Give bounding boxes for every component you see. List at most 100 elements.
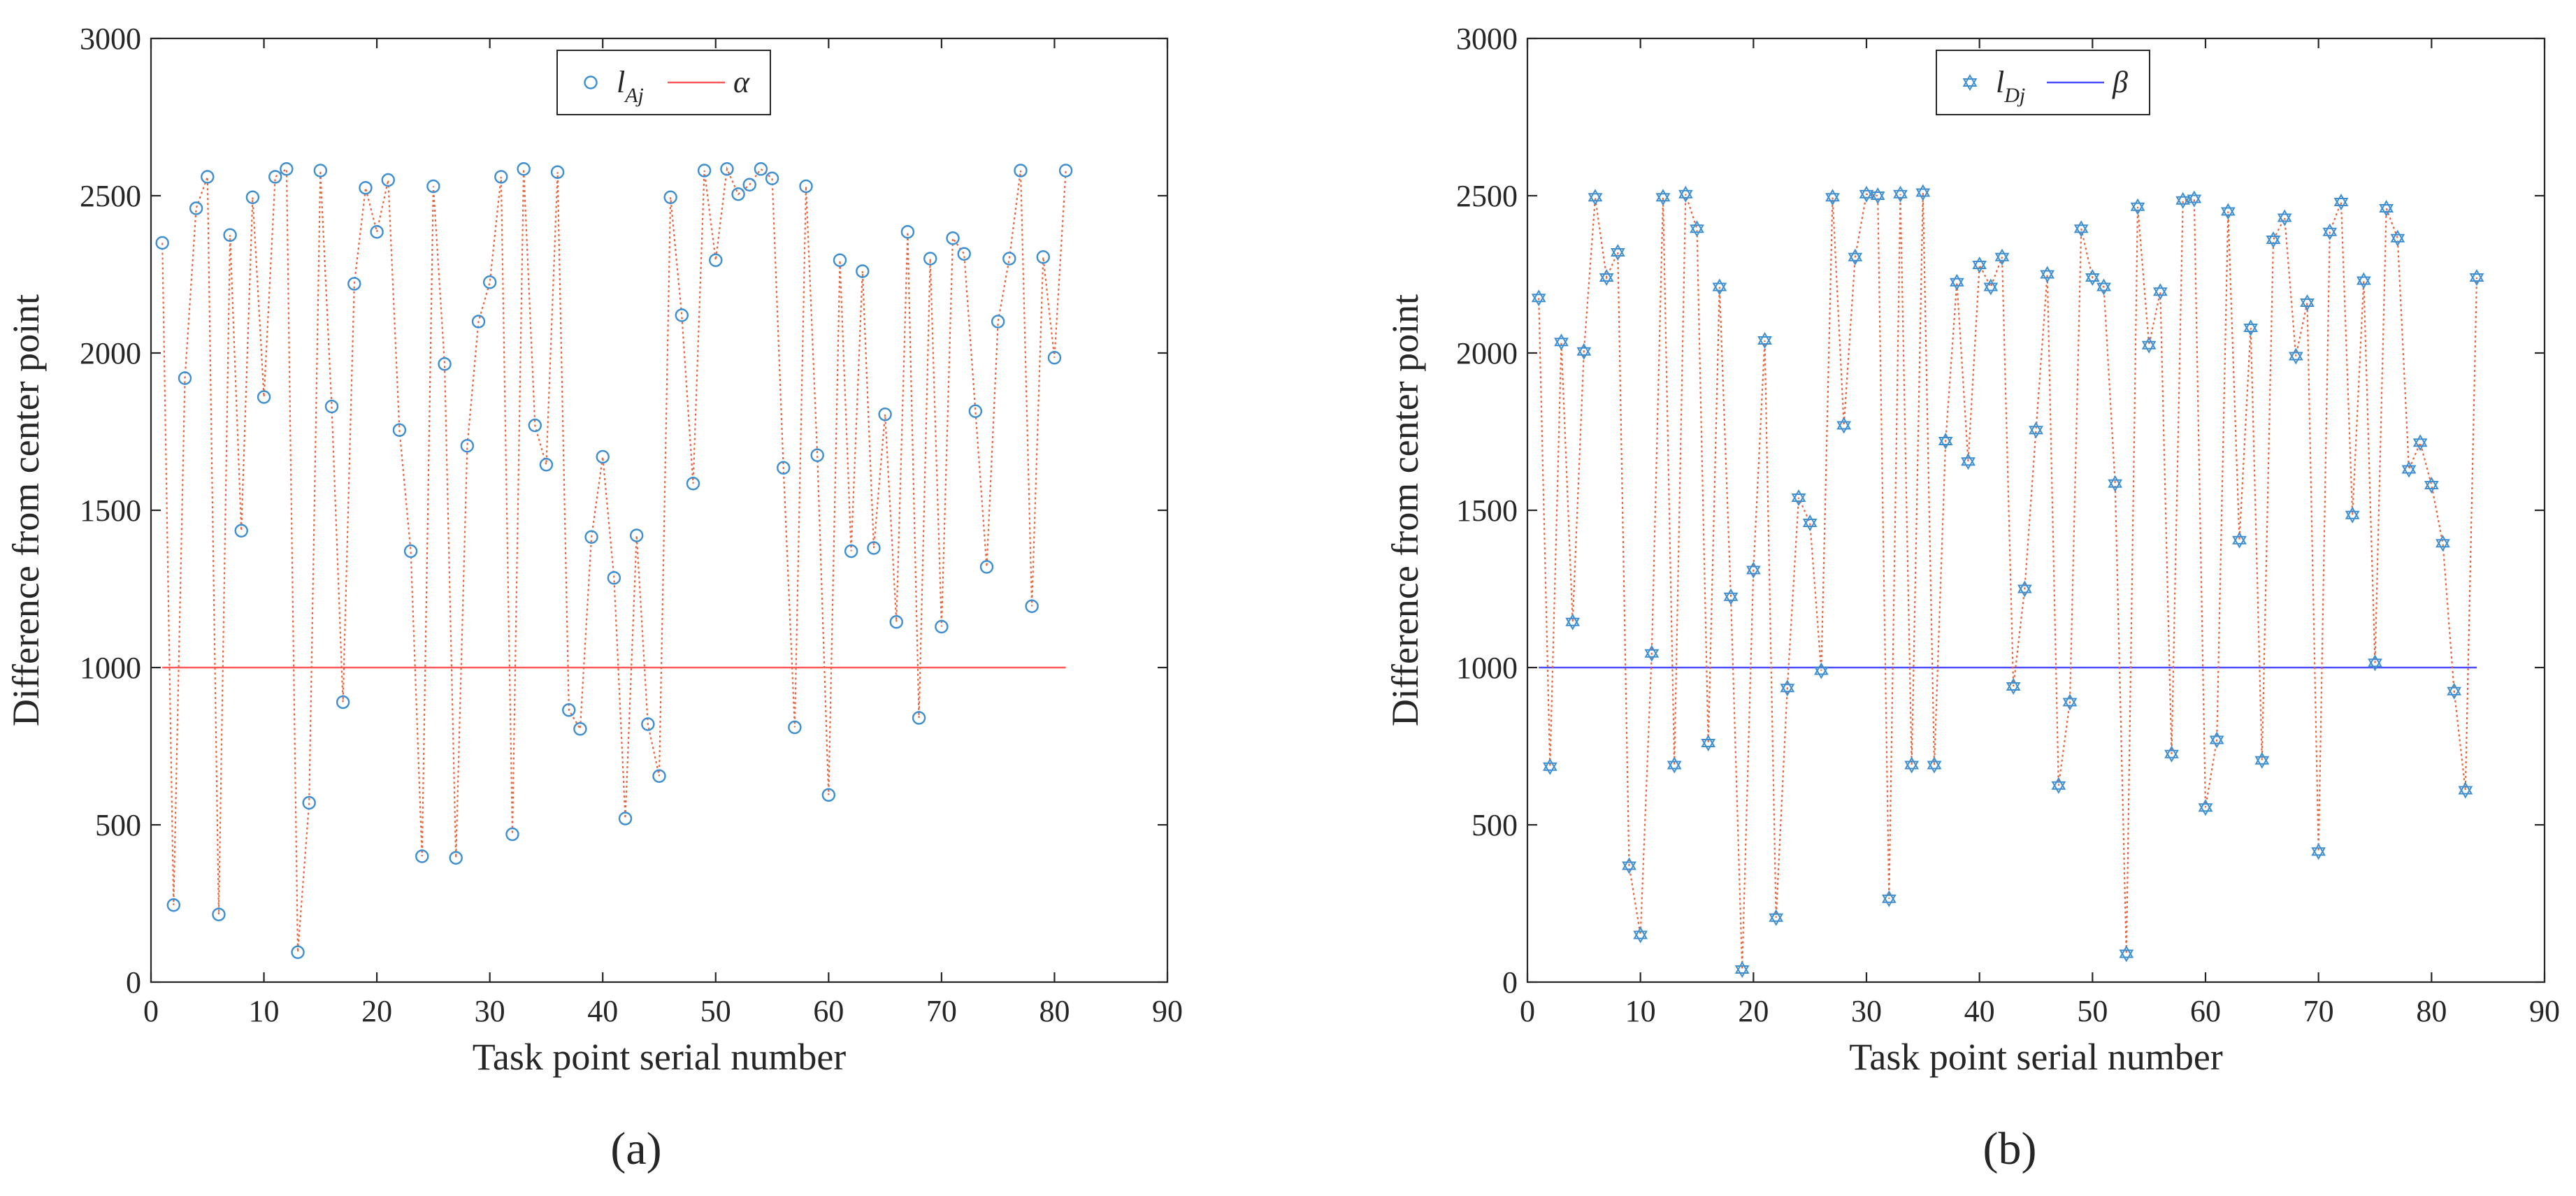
- x-tick-label: 80: [1039, 994, 1070, 1028]
- data-point: [2006, 677, 2021, 696]
- data-point-star-part: [2390, 233, 2405, 247]
- data-point: [1825, 189, 1840, 206]
- data-point-star-part: [2175, 192, 2191, 205]
- data-point-star-part: [2345, 510, 2360, 524]
- data-point-star-part: [1667, 761, 1682, 774]
- data-point: [2108, 475, 2123, 492]
- data-point-star-part: [2356, 276, 2371, 289]
- data-point: [2412, 434, 2428, 452]
- data-point-star-part: [1893, 189, 1908, 203]
- data-point-star-part: [2435, 535, 2450, 548]
- data-point: [1723, 588, 1739, 605]
- x-tick-label: 90: [2529, 994, 2560, 1028]
- data-point-star-part: [2085, 268, 2100, 282]
- data-point: [2435, 535, 2450, 552]
- data-point: [550, 165, 565, 179]
- data-point: [573, 722, 587, 736]
- data-point-star-part: [2412, 434, 2428, 447]
- data-point-star-part: [1576, 343, 1592, 356]
- data-point-star-part: [1961, 453, 1976, 466]
- axes-frame: [1526, 37, 2546, 984]
- data-point-star-part: [2130, 198, 2145, 211]
- data-point: [1757, 332, 1772, 349]
- data-point: [1994, 248, 2010, 266]
- x-tick-label: 50: [700, 994, 731, 1028]
- data-point-star-part: [2006, 677, 2021, 691]
- data-point-star-part: [1983, 278, 1999, 291]
- data-point-star-part: [1927, 761, 1942, 774]
- data-point-star-part: [2424, 476, 2439, 489]
- data-point-star-part: [2085, 273, 2100, 287]
- x-tick-label: 10: [1625, 994, 1656, 1028]
- data-point-star-part: [1791, 489, 1806, 502]
- data-point-star-part: [2232, 535, 2247, 549]
- data-point: [234, 524, 248, 538]
- data-point-star-part: [1949, 278, 1964, 291]
- data-point: [2469, 269, 2484, 286]
- data-point: [856, 264, 870, 278]
- data-point: [968, 404, 983, 418]
- data-point: [833, 253, 847, 267]
- data-point: [268, 170, 282, 184]
- data-point: [912, 711, 926, 725]
- data-point-star-part: [2017, 584, 2032, 598]
- data-point-star-part: [2401, 461, 2417, 474]
- data-point-star-part: [1644, 649, 1660, 662]
- x-axis-label: Task point serial number: [473, 1036, 847, 1078]
- data-point: [336, 695, 350, 709]
- data-point: [2198, 799, 2213, 816]
- x-tick-label: 70: [926, 994, 957, 1028]
- data-point-star-part: [1848, 248, 1863, 261]
- data-point: [1531, 289, 1546, 307]
- data-point: [584, 530, 598, 544]
- data-point: [2040, 266, 2055, 283]
- data-point-star-part: [2220, 203, 2236, 216]
- data-point-star-part: [1983, 282, 1999, 296]
- data-point-star-part: [1644, 644, 1660, 658]
- data-point: [1655, 189, 1671, 206]
- data-point: [867, 541, 881, 555]
- legend-label-subscript: Dj: [2003, 84, 2025, 107]
- data-point-star-part: [2390, 229, 2405, 243]
- data-point-star-part: [2164, 749, 2179, 763]
- x-tick-label: 0: [143, 994, 159, 1028]
- data-point: [257, 390, 271, 404]
- data-point-star-part: [2062, 693, 2078, 707]
- data-point-star-part: [1622, 861, 1636, 874]
- data-point-star-part: [1655, 193, 1671, 206]
- data-point: [1983, 278, 1999, 296]
- data-point: [1972, 256, 1987, 274]
- data-point: [2368, 654, 2382, 672]
- data-point: [1813, 662, 1829, 679]
- x-tick-label: 40: [587, 994, 618, 1028]
- data-point-star-part: [1881, 894, 1897, 907]
- y-tick-label: 2500: [1456, 179, 1518, 213]
- data-point-star-part: [2288, 347, 2303, 361]
- data-point: [1667, 756, 1682, 774]
- data-point-star-part: [2266, 231, 2281, 244]
- data-point: [2390, 229, 2405, 247]
- x-tick-label: 80: [2416, 994, 2447, 1028]
- data-point: [460, 439, 475, 453]
- data-point-star-part: [2073, 220, 2089, 233]
- data-point-star-part: [2073, 224, 2089, 238]
- x-tick-label: 20: [1738, 994, 1769, 1028]
- data-point: [1047, 351, 1062, 365]
- data-point: [2356, 272, 2371, 289]
- x-tick-label: 40: [1964, 994, 1995, 1028]
- data-point-star-part: [2412, 438, 2428, 452]
- data-point: [245, 190, 260, 204]
- data-point: [381, 173, 395, 187]
- data-point-star-part: [1915, 184, 1931, 197]
- data-point-star-part: [1994, 252, 2010, 266]
- data-point-star-part: [1565, 617, 1581, 631]
- panel-label: (a): [610, 1123, 661, 1174]
- data-point-star-part: [2096, 282, 2111, 296]
- data-point-star-part: [2277, 209, 2292, 222]
- data-point-star-part: [2040, 270, 2055, 283]
- data-point: [528, 418, 542, 433]
- data-point: [1025, 599, 1039, 613]
- legend-marker: [584, 75, 598, 89]
- data-point-star-part: [1881, 890, 1897, 903]
- data-point: [517, 162, 531, 176]
